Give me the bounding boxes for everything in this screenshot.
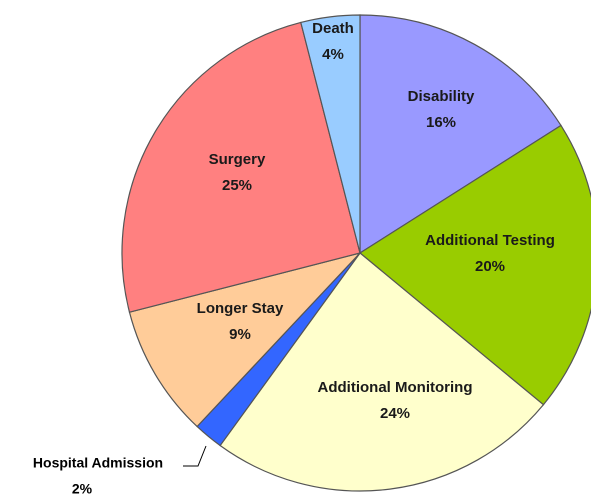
pie-slice [358, 124, 591, 406]
slice-value-label: 4% [322, 46, 344, 63]
slice-label: Disability [408, 88, 475, 105]
slice-label: Longer Stay [197, 300, 284, 317]
pie-slice [359, 14, 562, 255]
slice-value-label: 9% [229, 326, 251, 343]
slice-value-label: 25% [222, 177, 252, 194]
slice-value-label: 2% [72, 481, 93, 497]
slice-label: Surgery [209, 151, 266, 168]
slice-label: Death [312, 20, 354, 37]
pie-slice [219, 252, 545, 492]
pie-slice [128, 251, 362, 428]
slice-label: Additional Monitoring [318, 379, 473, 396]
slice-value-label: 20% [475, 258, 505, 275]
slice-label: Hospital Admission [33, 455, 163, 471]
slice-value-label: 24% [380, 405, 410, 422]
slice-value-label: 16% [426, 114, 456, 131]
pie-slice [121, 21, 361, 313]
pie-slice [300, 14, 361, 254]
leader-line [183, 445, 207, 467]
slice-label: Additional Testing [425, 232, 555, 249]
